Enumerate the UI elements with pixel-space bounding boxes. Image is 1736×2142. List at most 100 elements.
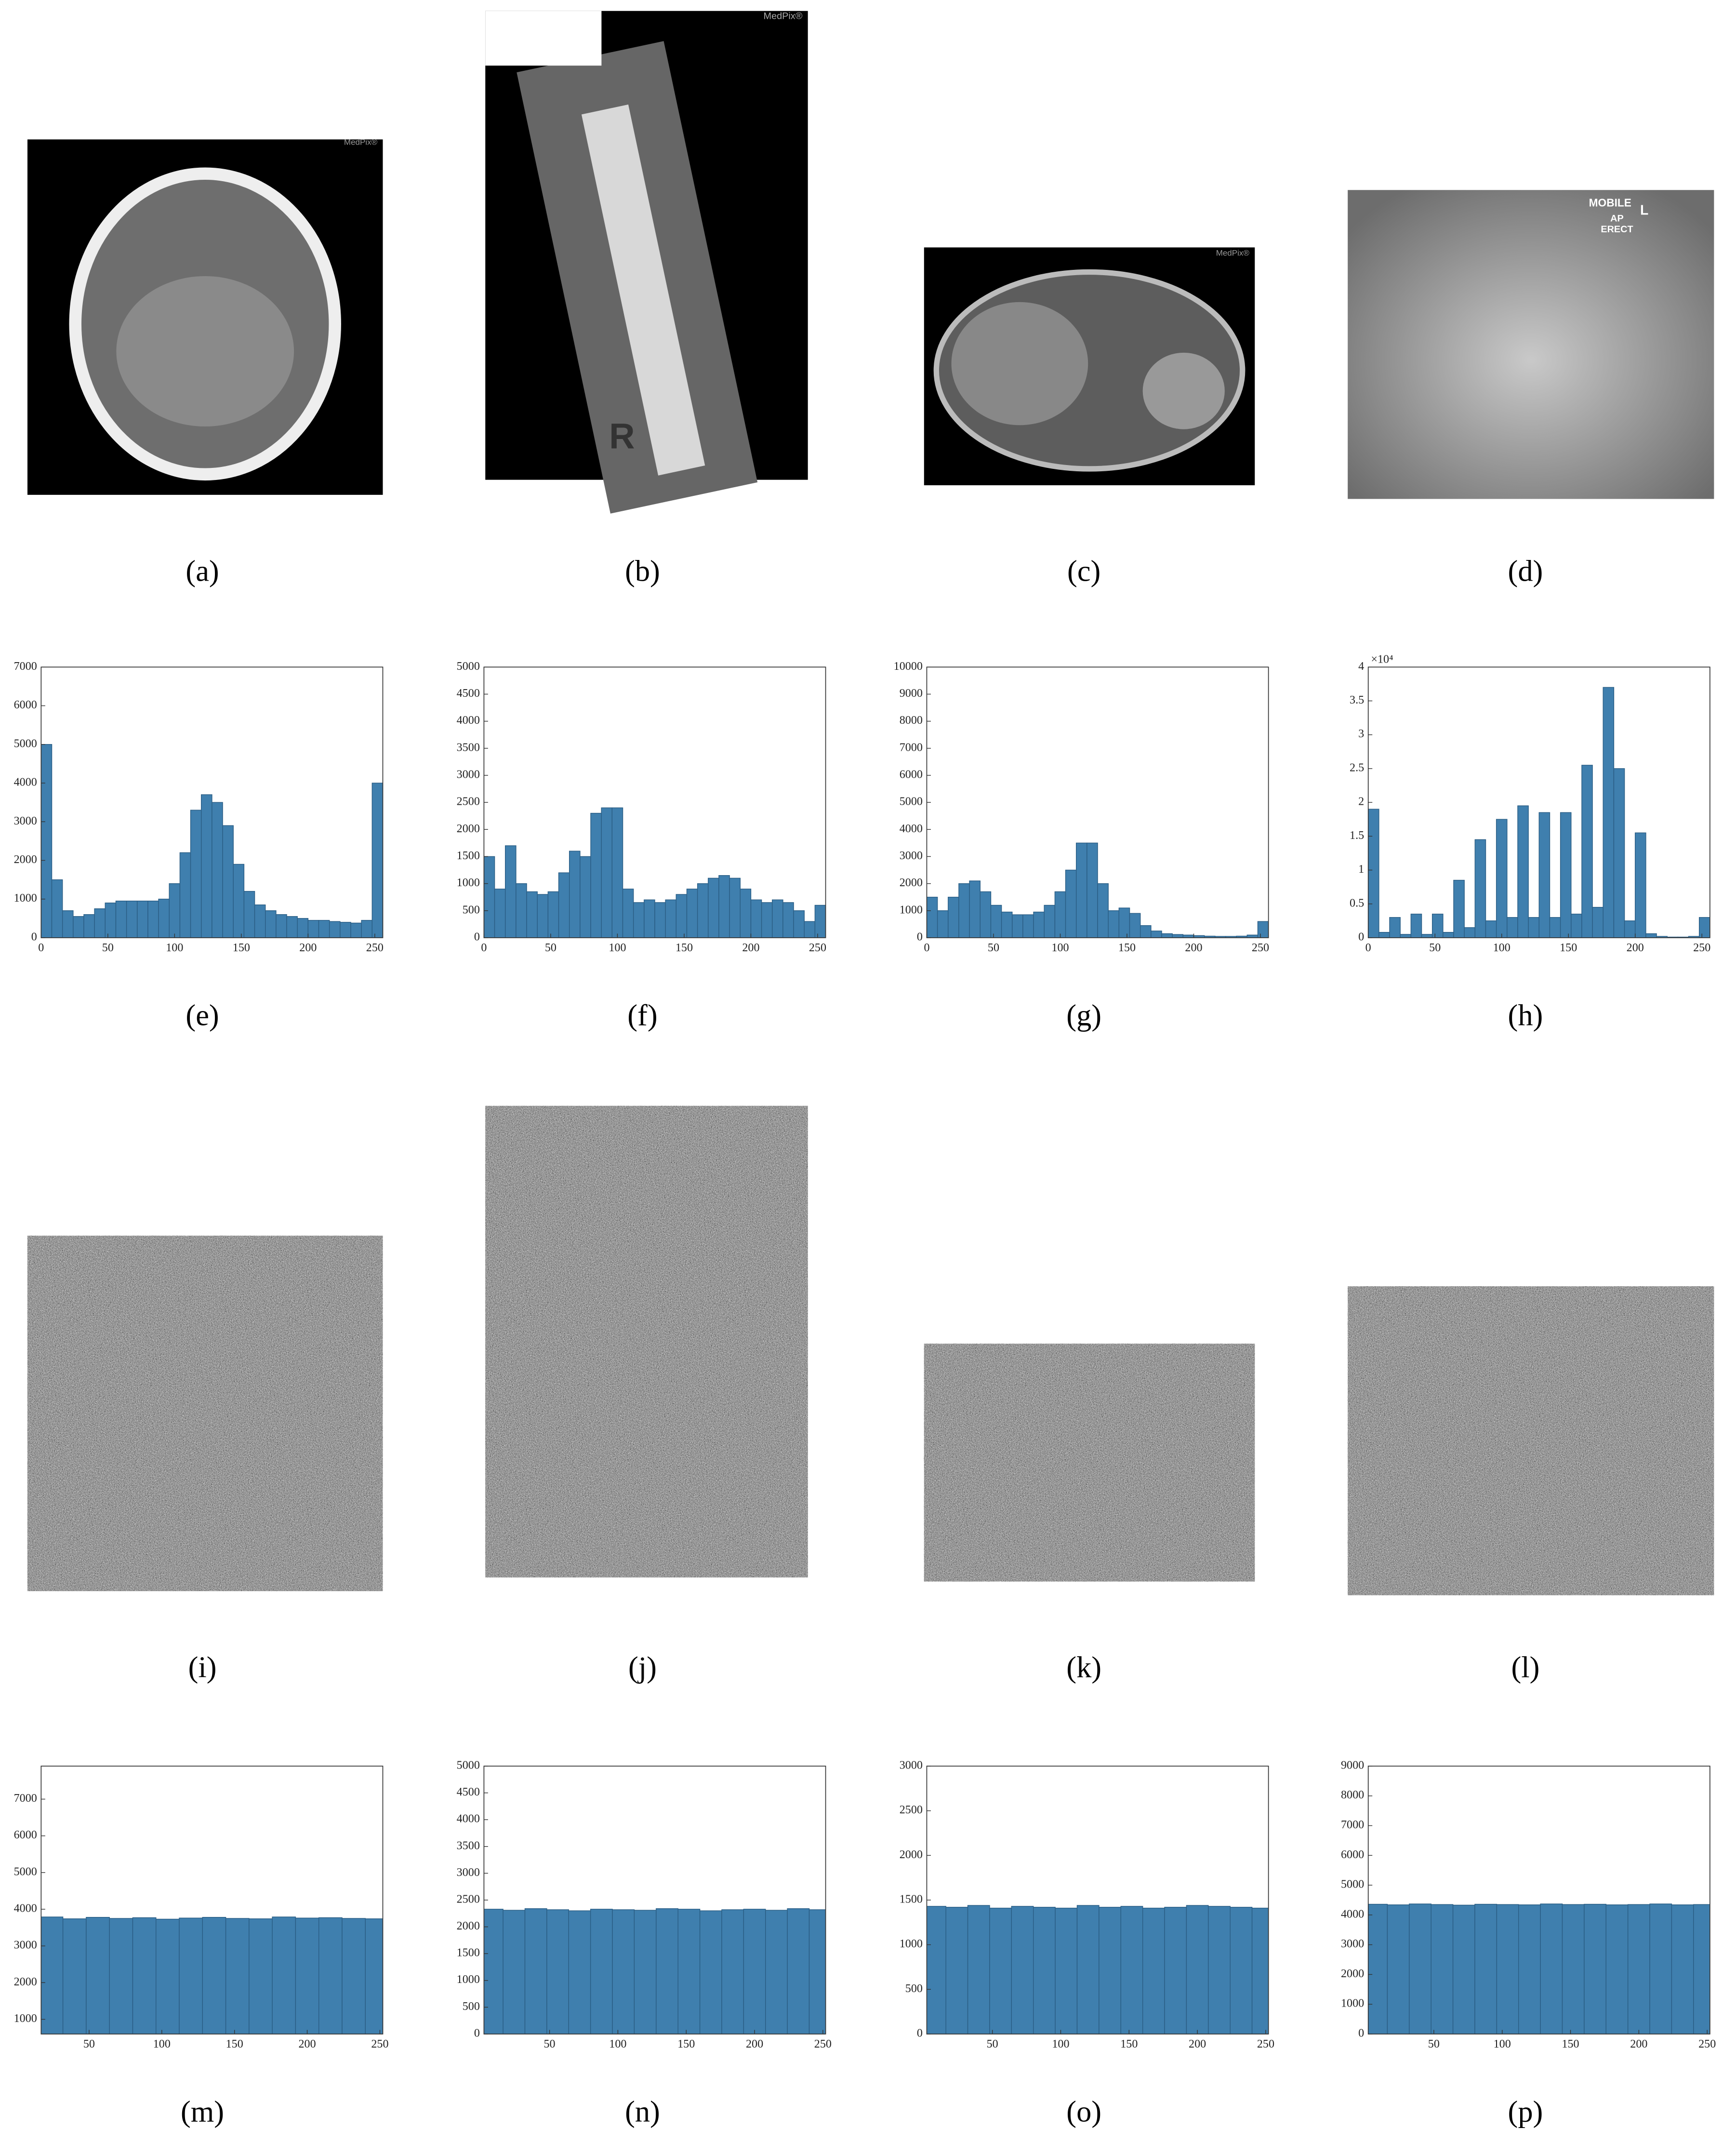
bar bbox=[342, 1918, 366, 2034]
bar bbox=[340, 922, 351, 938]
bar bbox=[1186, 1905, 1209, 2034]
bar bbox=[105, 903, 117, 938]
bar bbox=[1378, 931, 1390, 938]
bar bbox=[202, 1917, 226, 2034]
x-tick-label: 200 bbox=[746, 2038, 763, 2050]
x-tick-label: 150 bbox=[677, 2038, 695, 2050]
bar bbox=[1562, 1904, 1585, 2034]
bar bbox=[1496, 1904, 1519, 2034]
x-tick-label: 250 bbox=[809, 942, 826, 954]
image-panel bbox=[1348, 1286, 1714, 1596]
y-tick-label: 0 bbox=[917, 931, 923, 943]
bar bbox=[750, 899, 762, 938]
bar bbox=[1540, 1903, 1563, 2034]
bar bbox=[243, 891, 255, 938]
bar bbox=[1033, 1907, 1056, 2034]
axes-box bbox=[40, 666, 384, 938]
bar bbox=[62, 1918, 87, 2034]
bar bbox=[1464, 927, 1476, 938]
bar bbox=[1387, 1904, 1410, 2034]
bar bbox=[1033, 911, 1045, 938]
histogram bbox=[1368, 1903, 1710, 2034]
noise-image bbox=[27, 1236, 383, 1591]
bar bbox=[948, 896, 959, 938]
noise-image bbox=[1348, 1286, 1714, 1596]
y-tick-label: 2 bbox=[1358, 796, 1364, 808]
bar bbox=[580, 856, 591, 938]
bar bbox=[1421, 934, 1433, 938]
bar bbox=[1605, 1904, 1629, 2034]
y-tick-label: 2000 bbox=[457, 823, 480, 835]
x-tick-label: 100 bbox=[153, 2038, 171, 2050]
bar bbox=[793, 910, 805, 938]
bar bbox=[568, 1910, 591, 2034]
bar bbox=[1649, 1903, 1672, 2034]
y-tick-label: 3500 bbox=[457, 741, 480, 754]
y-tick-label: 8000 bbox=[900, 714, 923, 727]
bar bbox=[276, 914, 287, 938]
bar bbox=[1549, 917, 1561, 938]
bar bbox=[772, 899, 783, 938]
y-tick-label: 4 bbox=[1358, 660, 1364, 673]
bar bbox=[1118, 907, 1130, 938]
x-tick-label: 250 bbox=[1257, 2038, 1274, 2050]
y-tick-label: 6000 bbox=[14, 1829, 37, 1841]
bar bbox=[137, 900, 148, 938]
y-tick-label: 500 bbox=[463, 904, 480, 916]
bar bbox=[1389, 917, 1401, 938]
panel-label: (d) bbox=[1508, 555, 1543, 588]
bone bbox=[581, 104, 705, 476]
bar bbox=[1099, 1907, 1121, 2034]
bar bbox=[1584, 1903, 1606, 2034]
bar bbox=[109, 1918, 133, 2034]
y-tick-label: 1.5 bbox=[1350, 829, 1364, 842]
bar bbox=[1443, 931, 1454, 938]
bar bbox=[147, 900, 159, 938]
bar bbox=[156, 1918, 180, 2034]
bar bbox=[1627, 1904, 1650, 2034]
bar bbox=[1129, 913, 1141, 938]
bar bbox=[782, 902, 794, 938]
panel-label: (i) bbox=[188, 1651, 217, 1684]
y-tick-label: 500 bbox=[905, 1982, 923, 1995]
y-tick-label: 7000 bbox=[1341, 1819, 1364, 1831]
histogram bbox=[41, 744, 383, 938]
bar bbox=[990, 905, 1002, 938]
y-tick-label: 6000 bbox=[1341, 1849, 1364, 1861]
y-tick-label: 7000 bbox=[900, 741, 923, 754]
image-panel: MedPix® bbox=[27, 138, 383, 495]
bar bbox=[1571, 914, 1582, 938]
y-tick-label: 9000 bbox=[1341, 1759, 1364, 1771]
bar bbox=[1474, 839, 1486, 938]
y-tick-label: 1000 bbox=[457, 877, 480, 889]
x-tick-label: 100 bbox=[1052, 2038, 1069, 2050]
bar bbox=[1044, 905, 1056, 938]
y-tick-label: 3000 bbox=[900, 850, 923, 862]
y-tick-label: 0 bbox=[474, 2027, 480, 2039]
y-tick-label: 1000 bbox=[900, 1938, 923, 1950]
x-tick-label: 150 bbox=[1560, 942, 1577, 954]
x-tick-label: 0 bbox=[38, 942, 44, 954]
y-tick-label: 1000 bbox=[900, 904, 923, 916]
y-tick-label: 6000 bbox=[14, 699, 37, 711]
image-text: R bbox=[609, 416, 635, 456]
bar bbox=[1409, 1903, 1431, 2034]
bar bbox=[558, 872, 570, 938]
y-tick-label: 5000 bbox=[900, 796, 923, 808]
bar bbox=[318, 920, 330, 938]
bar bbox=[1140, 925, 1152, 938]
panel-label: (f) bbox=[627, 999, 657, 1032]
y-tick-label: 2000 bbox=[1341, 1968, 1364, 1980]
bar bbox=[249, 1918, 273, 2034]
panel-label: (h) bbox=[1508, 999, 1543, 1032]
histogram bbox=[927, 1905, 1269, 2034]
bar bbox=[1410, 914, 1422, 938]
bar bbox=[1164, 1907, 1187, 2034]
bar bbox=[1022, 914, 1034, 938]
x-tick-label: 50 bbox=[545, 942, 557, 954]
bar bbox=[699, 1910, 722, 2034]
y-tick-label: 1000 bbox=[14, 892, 37, 905]
bar bbox=[644, 899, 655, 938]
bar bbox=[503, 1910, 526, 2034]
bar bbox=[484, 856, 495, 938]
